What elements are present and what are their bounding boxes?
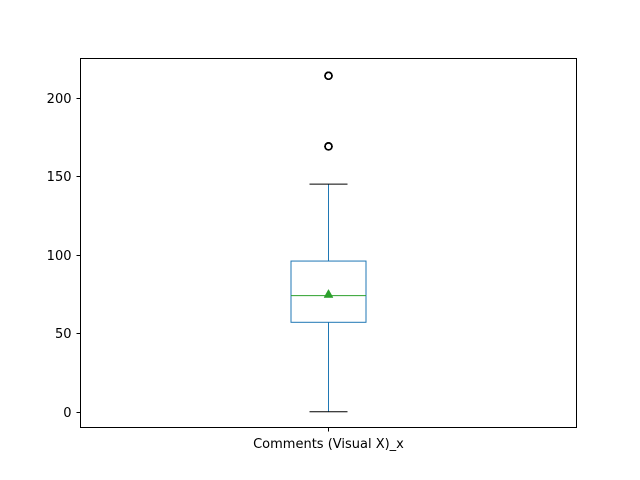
box-plot-marks [290, 71, 367, 413]
outlier-point [324, 142, 333, 151]
outlier-point [324, 71, 333, 81]
y-tick-label: 0 [63, 406, 71, 421]
y-tick-label: 100 [47, 249, 72, 264]
iqr-box [290, 260, 367, 323]
y-tick-label: 200 [47, 92, 72, 107]
y-axis: 0 50 100 150 200 [47, 92, 81, 421]
mean-marker [323, 289, 334, 298]
x-tick-label: Comments (Visual X)_x [253, 437, 404, 452]
x-axis: Comments (Visual X)_x [253, 427, 404, 452]
y-tick-label: 50 [55, 327, 72, 342]
y-tick-label: 150 [47, 170, 72, 185]
